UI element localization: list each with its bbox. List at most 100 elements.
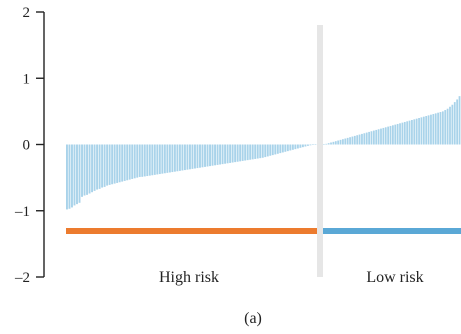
bar <box>211 144 214 166</box>
bar <box>219 144 222 165</box>
bar <box>356 135 359 145</box>
bar <box>415 118 418 145</box>
bar <box>214 144 216 166</box>
bar <box>382 127 385 145</box>
bar <box>304 144 307 147</box>
bar <box>380 128 382 145</box>
bar <box>171 144 174 173</box>
bar <box>146 144 149 177</box>
bar <box>274 144 277 155</box>
bar <box>349 137 351 145</box>
bar <box>309 144 312 146</box>
bar <box>83 144 86 196</box>
bar <box>406 121 409 145</box>
bar <box>158 144 161 175</box>
bar <box>116 144 119 183</box>
low-risk-group-bar <box>323 228 461 234</box>
bar <box>231 144 234 163</box>
bar <box>71 144 73 208</box>
bar <box>334 141 337 145</box>
bar <box>148 144 151 176</box>
bar <box>199 144 201 168</box>
bar <box>327 143 330 145</box>
bar <box>81 144 83 197</box>
y-tick-label: 0 <box>23 138 31 154</box>
bar <box>241 144 244 161</box>
bar <box>361 133 363 145</box>
bar <box>392 125 394 145</box>
bar <box>204 144 206 167</box>
bar <box>294 144 297 150</box>
bar <box>251 144 254 160</box>
high-risk-label: High risk <box>159 269 219 286</box>
bar <box>229 144 232 163</box>
y-tick-label: 2 <box>23 5 31 21</box>
bar <box>96 144 99 190</box>
figure-caption: (a) <box>244 310 262 327</box>
bar <box>284 144 287 152</box>
bar <box>101 144 104 188</box>
bar <box>66 144 68 210</box>
bar <box>432 114 435 145</box>
bar <box>191 144 194 169</box>
bar <box>168 144 171 173</box>
bars-group <box>66 96 461 210</box>
bar <box>201 144 204 168</box>
bar <box>306 144 309 146</box>
bar <box>128 144 131 180</box>
bar <box>206 144 209 167</box>
bar <box>358 134 361 145</box>
bar <box>401 122 404 145</box>
bar <box>111 144 114 185</box>
bar <box>176 144 179 172</box>
bar <box>194 144 196 169</box>
bar <box>266 144 269 157</box>
bar <box>446 108 449 145</box>
bar <box>106 144 109 186</box>
bar <box>236 144 239 162</box>
bar <box>259 144 262 159</box>
bar <box>411 119 413 145</box>
bar <box>86 144 88 195</box>
bar <box>430 114 432 145</box>
bar <box>396 123 399 145</box>
bar <box>246 144 249 161</box>
bar <box>458 96 461 145</box>
bar <box>156 144 159 175</box>
bar <box>441 111 444 145</box>
bar <box>261 144 264 158</box>
bar <box>437 112 439 145</box>
bar <box>88 144 91 194</box>
bar <box>143 144 146 177</box>
low-risk-label: Low risk <box>366 269 423 286</box>
bar <box>389 125 392 145</box>
bar <box>413 119 416 145</box>
bar <box>449 106 451 145</box>
bar <box>291 144 294 150</box>
bar <box>264 144 267 158</box>
bar <box>453 102 456 145</box>
bar <box>377 129 380 145</box>
y-tick-label: –2 <box>14 270 30 286</box>
bar <box>375 129 378 145</box>
bar <box>370 131 373 145</box>
bar <box>118 144 121 183</box>
bar <box>420 117 423 145</box>
bar <box>239 144 242 162</box>
bar <box>181 144 184 171</box>
bar <box>339 139 342 145</box>
bar <box>133 144 136 179</box>
bar <box>344 138 347 145</box>
bar <box>173 144 176 172</box>
bar <box>68 144 71 209</box>
bar <box>141 144 144 177</box>
bar <box>234 144 237 163</box>
bar <box>422 116 425 145</box>
bar <box>289 144 292 151</box>
bar <box>138 144 141 177</box>
bar <box>178 144 181 171</box>
bar <box>346 137 349 145</box>
bar <box>372 130 375 145</box>
bar <box>76 144 78 205</box>
bar <box>98 144 101 189</box>
